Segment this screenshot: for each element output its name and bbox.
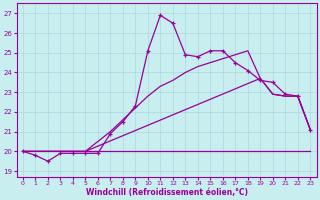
- X-axis label: Windchill (Refroidissement éolien,°C): Windchill (Refroidissement éolien,°C): [85, 188, 248, 197]
